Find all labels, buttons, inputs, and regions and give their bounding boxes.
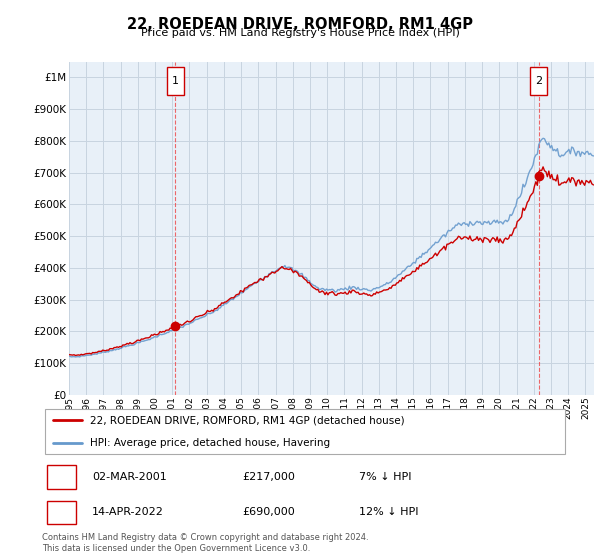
FancyBboxPatch shape <box>167 67 184 95</box>
Text: £690,000: £690,000 <box>242 507 295 517</box>
FancyBboxPatch shape <box>530 67 547 95</box>
Text: 1: 1 <box>58 472 65 482</box>
FancyBboxPatch shape <box>47 465 76 488</box>
Text: 12% ↓ HPI: 12% ↓ HPI <box>359 507 418 517</box>
Text: 02-MAR-2001: 02-MAR-2001 <box>92 472 167 482</box>
Text: Price paid vs. HM Land Registry's House Price Index (HPI): Price paid vs. HM Land Registry's House … <box>140 28 460 38</box>
Text: 1: 1 <box>172 76 179 86</box>
FancyBboxPatch shape <box>47 501 76 524</box>
FancyBboxPatch shape <box>44 409 565 454</box>
Text: 7% ↓ HPI: 7% ↓ HPI <box>359 472 412 482</box>
Text: £217,000: £217,000 <box>242 472 296 482</box>
Text: 22, ROEDEAN DRIVE, ROMFORD, RM1 4GP (detached house): 22, ROEDEAN DRIVE, ROMFORD, RM1 4GP (det… <box>89 416 404 426</box>
Text: 14-APR-2022: 14-APR-2022 <box>92 507 164 517</box>
Text: 22, ROEDEAN DRIVE, ROMFORD, RM1 4GP: 22, ROEDEAN DRIVE, ROMFORD, RM1 4GP <box>127 17 473 32</box>
Text: 2: 2 <box>58 507 65 517</box>
Text: HPI: Average price, detached house, Havering: HPI: Average price, detached house, Have… <box>89 438 329 448</box>
Text: 2: 2 <box>535 76 542 86</box>
Text: Contains HM Land Registry data © Crown copyright and database right 2024.
This d: Contains HM Land Registry data © Crown c… <box>42 533 368 553</box>
